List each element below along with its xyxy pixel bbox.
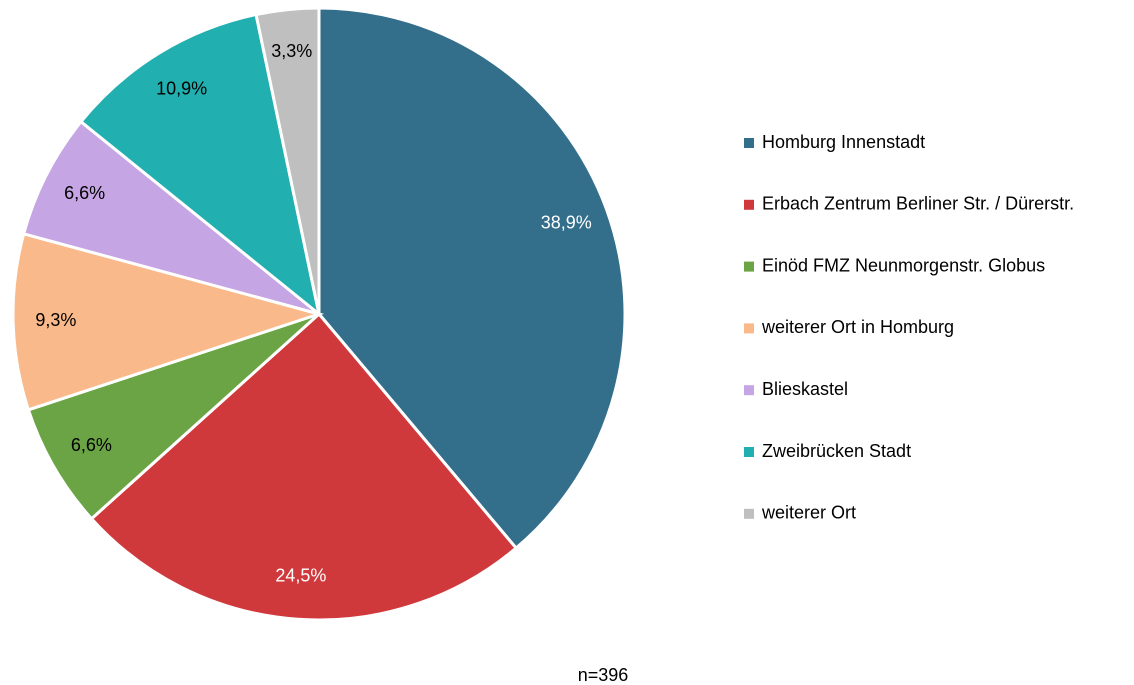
data-label: 9,3% (35, 310, 76, 330)
legend-swatch (744, 447, 754, 457)
data-label: 10,9% (156, 78, 207, 98)
legend-label: Blieskastel (762, 379, 848, 399)
pie-slice (317, 6, 627, 551)
legend-swatch (744, 323, 754, 334)
legend-swatch (744, 261, 754, 272)
legend-swatch (744, 508, 754, 519)
annotation: n=396 (578, 665, 629, 685)
pie-slice (78, 12, 322, 318)
data-label: 6,6% (64, 183, 105, 203)
legend-label: weiterer Ort (761, 503, 856, 523)
legend-label: Zweibrücken Stadt (762, 441, 911, 461)
data-label: 38,9% (541, 213, 592, 233)
legend-label: Einöd FMZ Neunmorgenstr. Globus (762, 255, 1045, 275)
legend-swatch (744, 385, 754, 396)
data-label: 24,5% (275, 565, 326, 585)
legend-label: Homburg Innenstadt (762, 132, 925, 152)
data-label: 6,6% (71, 435, 112, 455)
data-label: 3,3% (271, 41, 312, 61)
pie-slice (89, 311, 519, 622)
legend-label: Erbach Zentrum Berliner Str. / Dürerstr. (762, 194, 1074, 214)
pie-slice (26, 312, 321, 521)
pie-slice (11, 231, 325, 412)
pie-slice (21, 119, 320, 316)
pie-slice (254, 6, 321, 315)
legend-swatch (744, 199, 754, 210)
legend-swatch (744, 138, 754, 148)
legend-label: weiterer Ort in Homburg (761, 317, 954, 337)
